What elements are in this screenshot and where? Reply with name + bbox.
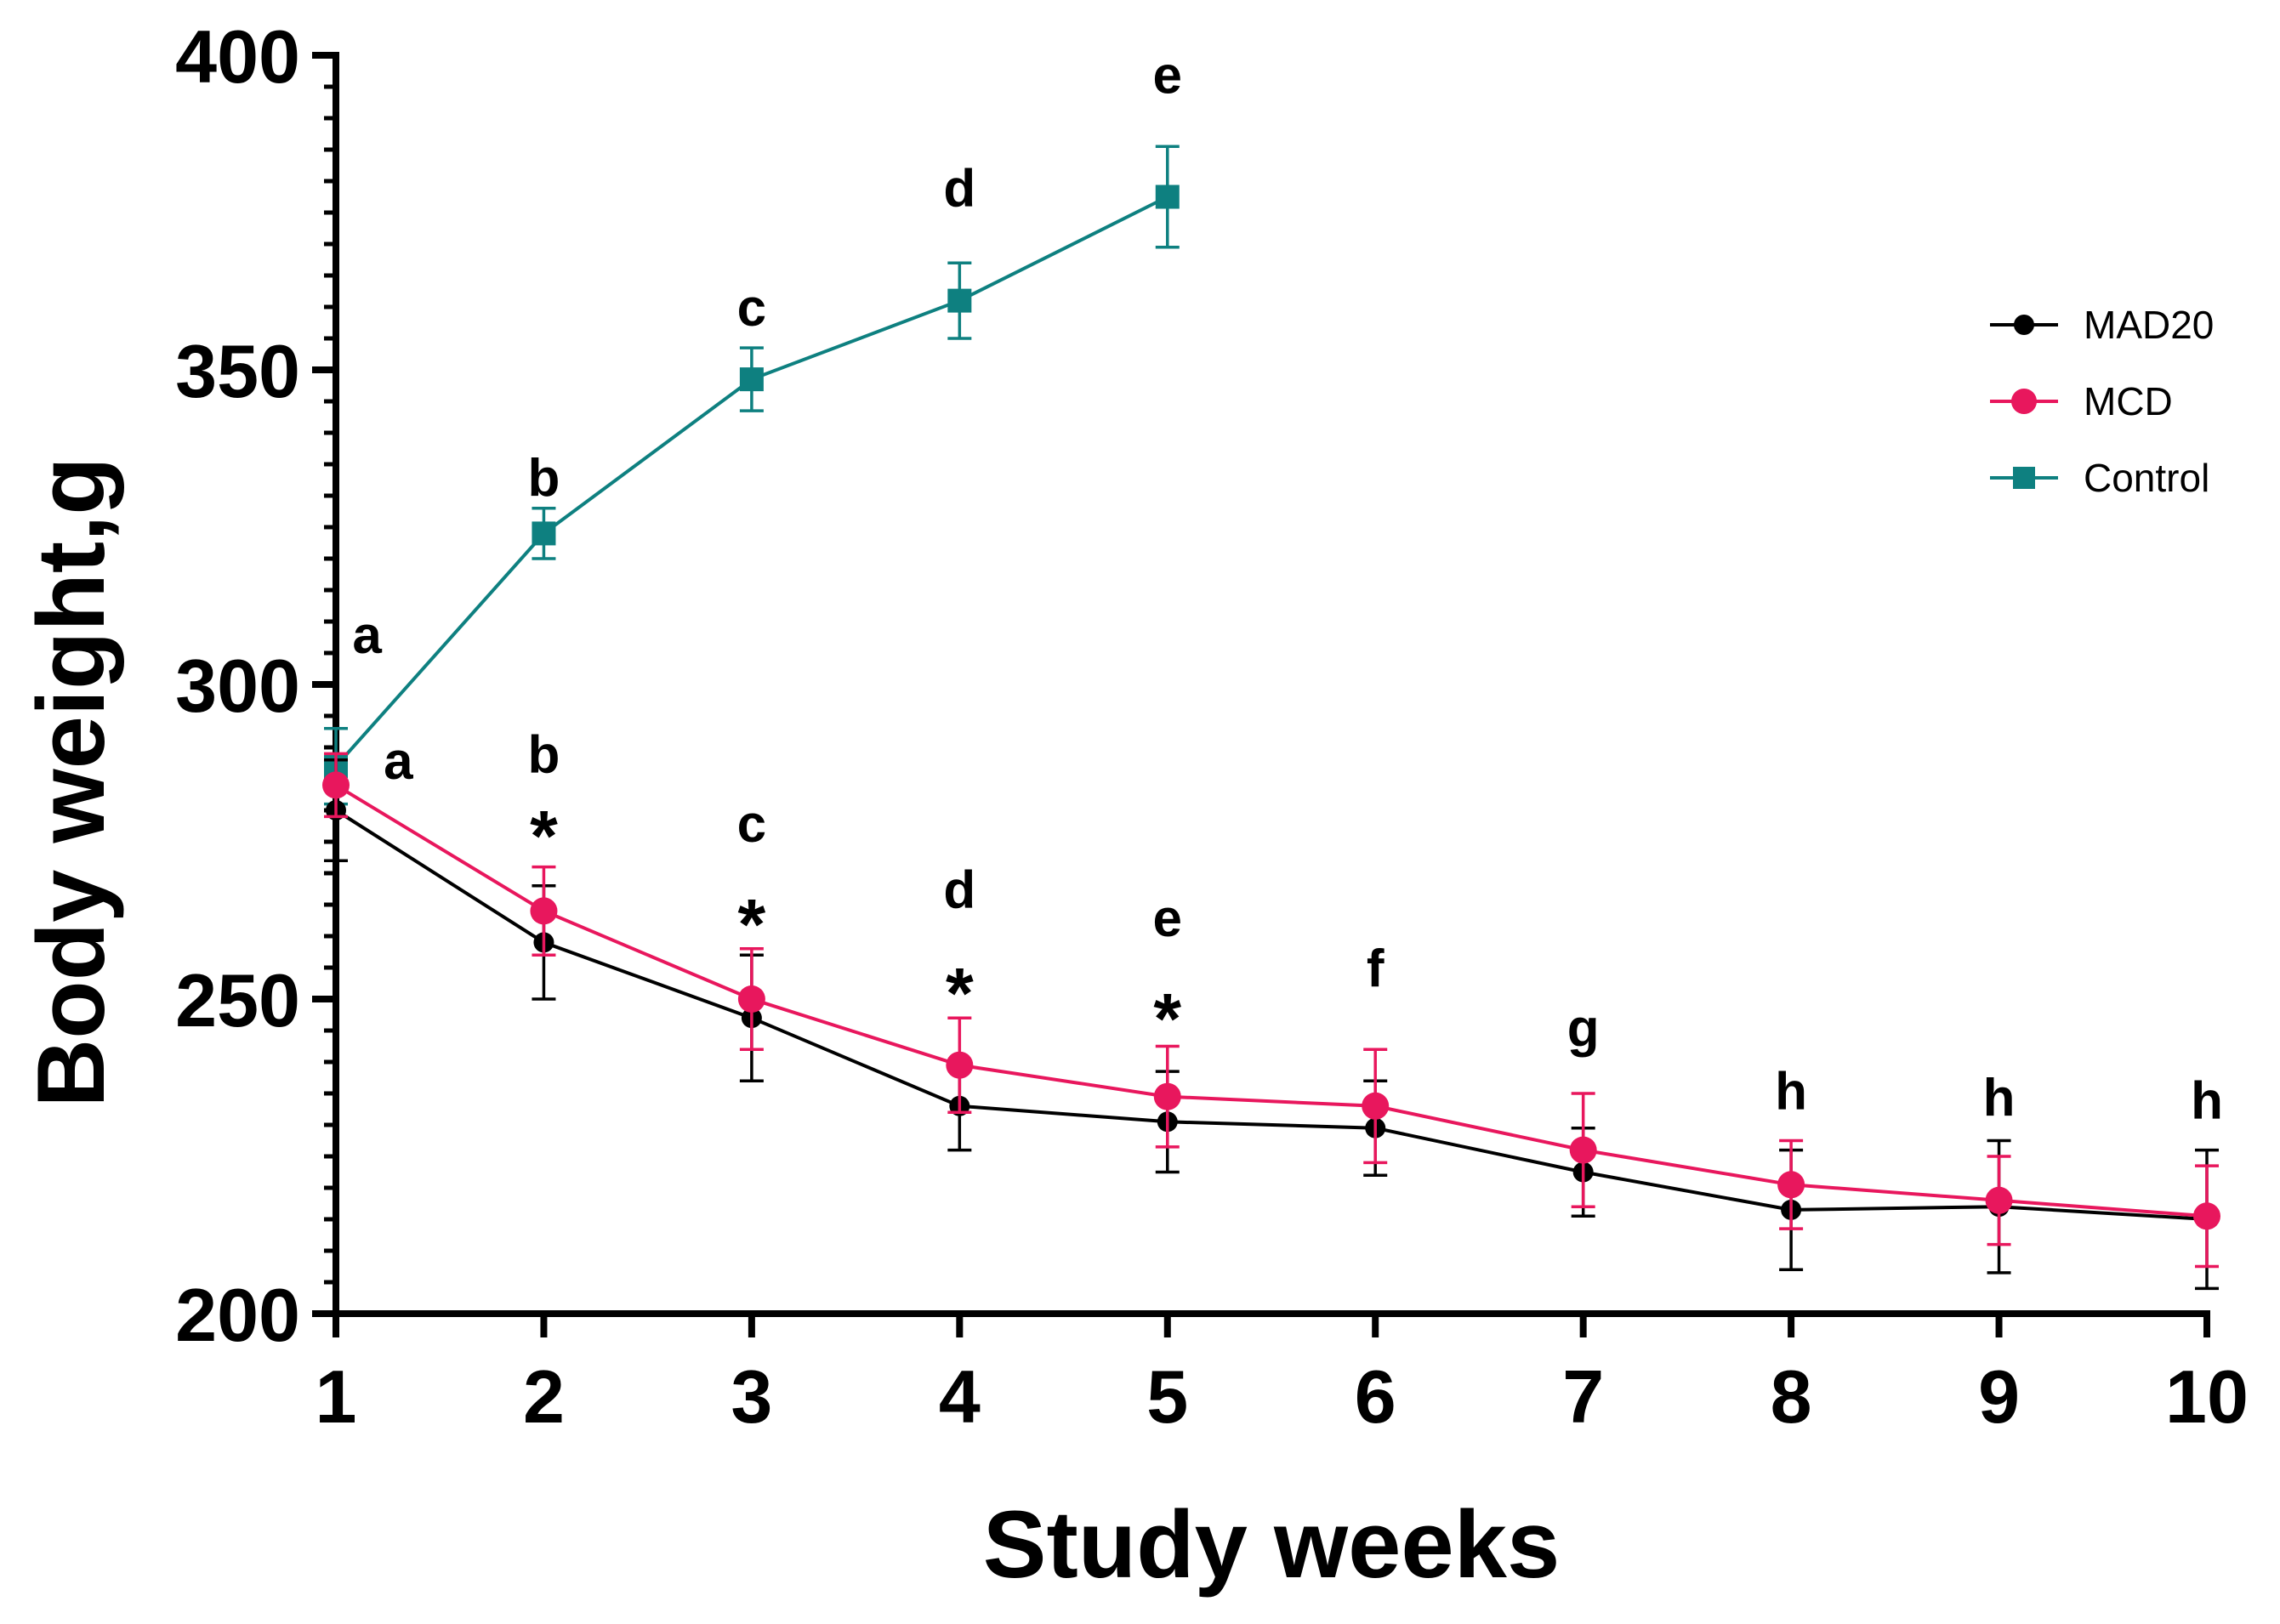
series-mcd: [322, 752, 2220, 1269]
series-control: [324, 145, 1180, 806]
significance-marker: *: [946, 953, 974, 1033]
x-tick-label: 2: [523, 1354, 565, 1439]
x-tick-label: 10: [2165, 1354, 2249, 1439]
data-point-mcd: [737, 985, 765, 1013]
x-tick-label: 9: [1978, 1354, 2020, 1439]
legend-item-control: Control: [1990, 456, 2209, 500]
legend: MAD20 MCD Control: [1990, 303, 2214, 500]
data-point-mcd: [1569, 1136, 1597, 1164]
data-point-control: [739, 367, 764, 392]
annotation-label: a: [384, 732, 413, 791]
data-point-mcd: [946, 1051, 974, 1079]
annotation-label: h: [1983, 1069, 2016, 1127]
data-point-mcd: [1985, 1186, 2013, 1214]
annotation-label: g: [1567, 1000, 1600, 1059]
series-mad20: [324, 758, 2219, 1291]
data-point-mcd: [2193, 1202, 2220, 1230]
legend-label-mad20: MAD20: [2084, 303, 2214, 347]
legend-marker-mad20: [2014, 315, 2034, 335]
legend-marker-mcd: [2011, 389, 2037, 414]
data-point-mcd: [530, 897, 558, 925]
x-tick-label: 7: [1562, 1354, 1604, 1439]
y-tick-label: 200: [175, 1273, 300, 1357]
annotation-label: b: [528, 726, 560, 785]
data-point-mcd: [1777, 1171, 1805, 1199]
legend-item-mad20: MAD20: [1990, 303, 2214, 347]
data-point-control: [532, 521, 556, 546]
significance-marker: *: [530, 796, 558, 876]
legend-marker-control: [2013, 467, 2035, 489]
annotation-label: b: [528, 449, 560, 508]
series-line-mad20: [334, 809, 2208, 1221]
y-axis-title: Body weight,g: [18, 457, 124, 1107]
data-point-mcd: [1362, 1092, 1390, 1120]
x-tick-label: 4: [939, 1354, 981, 1439]
y-tick-label: 250: [175, 958, 300, 1042]
annotation-label: c: [737, 279, 766, 338]
legend-label-control: Control: [2084, 456, 2209, 500]
y-tick-label: 350: [175, 329, 300, 413]
x-tick-label: 6: [1355, 1354, 1396, 1439]
data-point-mcd: [1153, 1082, 1181, 1110]
x-tick-label: 1: [316, 1354, 357, 1439]
annotation-label: e: [1153, 46, 1182, 105]
annotation-label: c: [737, 795, 766, 854]
annotation-label: h: [2191, 1072, 2223, 1131]
axes: 200 250 300 350 400 1 2 3 4 5 6 7 8 9 10: [175, 14, 2249, 1439]
annotation-label: h: [1775, 1063, 1807, 1121]
series-layer: [322, 145, 2220, 1291]
data-point-control: [947, 288, 972, 313]
legend-label-mcd: MCD: [2084, 379, 2173, 423]
data-point-control: [1155, 185, 1180, 209]
annotation-layer: a b c d e a b c d e f g h h h * * * *: [352, 46, 2223, 1130]
x-tick-label: 5: [1146, 1354, 1188, 1439]
annotation-label: a: [352, 606, 382, 665]
annotation-label: d: [943, 160, 975, 219]
x-axis-title: Study weeks: [983, 1491, 1561, 1598]
y-tick-label: 400: [175, 14, 300, 99]
data-point-mcd: [322, 771, 350, 799]
x-tick-label: 8: [1771, 1354, 1812, 1439]
annotation-label: f: [1367, 940, 1384, 998]
y-tick-label: 300: [175, 644, 300, 728]
significance-marker: *: [738, 884, 766, 964]
legend-item-mcd: MCD: [1990, 379, 2173, 423]
annotation-label: e: [1153, 889, 1182, 948]
series-line-mcd: [334, 783, 2208, 1218]
x-tick-label: 3: [731, 1354, 772, 1439]
annotation-label: d: [943, 861, 975, 920]
significance-marker: *: [1153, 979, 1181, 1059]
